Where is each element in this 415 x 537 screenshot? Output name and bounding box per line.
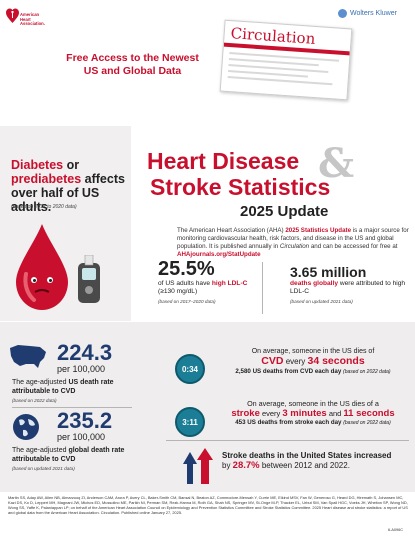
ldl-pct-text: of US adults have high LDL-C (≥130 mg/dL… xyxy=(158,280,256,296)
ldl-highlight: high LDL-C xyxy=(211,280,248,287)
stroke-line2: stroke every 3 minutes and 11 seconds xyxy=(213,408,413,419)
stopwatch-icon: 3:11 xyxy=(175,407,205,437)
diabetes-rest: affects over half of US adults. xyxy=(11,172,125,214)
stopwatch-icon: 0:34 xyxy=(175,354,205,384)
global-rate-unit: per 100,000 xyxy=(57,432,106,442)
stroke-line1: On average, someone in the US dies of a xyxy=(247,399,379,408)
journal-cover: Circulation xyxy=(219,19,353,101)
increase-pct: 28.7% xyxy=(232,460,260,471)
cvd-note: (based on 2022 data) xyxy=(343,369,391,375)
publisher-name: Wolters Kluwer xyxy=(350,10,397,17)
diabetes-note: (based on 2017 to 2020 data) xyxy=(11,204,77,210)
us-death-rate: 224.3 xyxy=(57,340,113,365)
stroke-daily: 453 US deaths from stroke each day xyxy=(235,419,342,426)
aha-logo: American Heart Association. xyxy=(6,6,58,34)
increase-by: by xyxy=(222,461,233,470)
free-access-line2: US and Global Data xyxy=(83,64,182,77)
document-code: 6-A096C xyxy=(388,528,403,532)
stroke-and: and xyxy=(326,409,344,418)
divider xyxy=(12,407,132,408)
intro-text: The American Heart Association (AHA) 202… xyxy=(177,227,409,259)
title-ampersand: & xyxy=(318,140,355,187)
ldl-us-stat: 25.5% of US adults have high LDL-C (≥130… xyxy=(158,258,256,304)
cvd-death-stat: On average, someone in the US dies of CV… xyxy=(213,348,413,375)
intro-part: is a major source for monitoring cardiov… xyxy=(177,227,409,250)
us-rate-note: (based on 2022 data) xyxy=(12,398,57,403)
org-name-line2: Heart xyxy=(20,16,31,22)
ldl-deaths-note: (based on updated 2021 data) xyxy=(290,299,353,304)
ldl-text-part: (≥130 mg/dL) xyxy=(158,288,198,295)
us-rate-unit: per 100,000 xyxy=(57,364,106,374)
title-update: 2025 Update xyxy=(240,203,329,220)
stroke-death-stat: On average, someone in the US dies of a … xyxy=(213,399,413,426)
title-line2: Stroke Statistics xyxy=(150,174,331,200)
ldl-deaths: 3.65 million xyxy=(290,264,367,280)
diabetes-word: Diabetes xyxy=(11,158,64,172)
intro-part: The American Heart Association (AHA) xyxy=(177,227,286,234)
stroke-note: (based on 2022 data) xyxy=(343,420,391,426)
cvd-daily: 2,580 US deaths from CVD each day xyxy=(235,368,342,375)
stroke-seconds: 11 seconds xyxy=(343,408,395,419)
us-rate-part: The age-adjusted xyxy=(12,379,69,386)
global-death-rate: 235.2 xyxy=(57,408,113,433)
ldl-deaths-highlight: deaths globally xyxy=(290,280,338,287)
cvd-line2: CVD every 34 seconds xyxy=(213,355,413,368)
cvd-every: every xyxy=(283,357,308,366)
increase-line2: by 28.7% between 2012 and 2022. xyxy=(222,461,412,471)
ldl-pct: 25.5% xyxy=(158,258,215,280)
ldl-deaths-part: were attributed to high LDL-C xyxy=(290,280,406,295)
prediabetes-word: prediabetes xyxy=(11,172,82,186)
publisher-icon xyxy=(338,9,347,18)
diabetes-or: or xyxy=(63,158,80,172)
glucose-meter-icon xyxy=(78,255,100,303)
cvd-term: CVD xyxy=(261,355,284,367)
global-rate-text: The age-adjusted global death rate attri… xyxy=(12,447,137,464)
us-rate-text: The age-adjusted US death rate attributa… xyxy=(12,379,132,396)
global-rate-part: The age-adjusted xyxy=(12,447,69,454)
globe-icon xyxy=(13,414,39,440)
intro-bold: 2025 Statistics Update xyxy=(285,227,352,234)
cover-line xyxy=(227,75,333,86)
increase-period: between 2012 and 2022. xyxy=(259,461,350,470)
global-rate-bold: global death rate attributable to CVD xyxy=(12,447,125,463)
free-access-heading: Free Access to the Newest US and Global … xyxy=(45,52,220,77)
ldl-deaths-text: deaths globally were attributed to high … xyxy=(290,280,410,296)
global-rate-note: (based on updated 2021 data) xyxy=(12,466,75,471)
divider xyxy=(166,440,409,441)
ldl-text-part: of US adults have xyxy=(158,280,212,287)
ldl-pct-note: (based on 2017–2020 data) xyxy=(158,299,216,304)
stroke-term: stroke xyxy=(231,408,260,419)
free-access-line1: Free Access to the Newest xyxy=(66,52,199,64)
references: Martin SS, Aday AW, Allen NB, Almarzooq … xyxy=(8,495,408,515)
increase-line1: Stroke deaths in the United States incre… xyxy=(222,451,392,460)
title-line1: Heart Disease xyxy=(147,148,300,174)
ldl-global-stat: 3.65 million deaths globally were attrib… xyxy=(290,264,410,304)
stroke-increase-stat: Stroke deaths in the United States incre… xyxy=(222,451,412,471)
us-map-icon xyxy=(10,345,46,368)
intro-journal: Circulation xyxy=(279,243,310,250)
diabetes-stat: Diabetes or prediabetes affects over hal… xyxy=(11,158,129,214)
heart-torch-icon xyxy=(6,8,19,23)
stat-update-link[interactable]: AHAjournals.org/StatUpdate xyxy=(177,251,261,258)
cvd-line1: On average, someone in the US dies of xyxy=(251,348,375,355)
intro-part: and can be accessed for free at xyxy=(309,243,398,250)
stroke-every: every xyxy=(259,409,283,418)
increase-arrows-icon xyxy=(183,448,213,484)
stroke-minutes: 3 minutes xyxy=(282,408,327,419)
publisher-logo: Wolters Kluwer xyxy=(338,9,397,18)
blood-drop-icon xyxy=(16,224,68,310)
org-name-line1: American xyxy=(20,12,40,17)
cvd-line3: 2,580 US deaths from CVD each day (based… xyxy=(213,368,413,375)
org-name-line3: Association. xyxy=(20,21,45,27)
us-rate-bold: US death rate attributable to CVD xyxy=(12,379,114,395)
stroke-line3: 453 US deaths from stroke each day (base… xyxy=(213,419,413,426)
page-title: Heart Disease Stroke Statistics xyxy=(147,148,330,200)
cvd-interval: 34 seconds xyxy=(307,355,365,367)
divider xyxy=(262,262,263,314)
